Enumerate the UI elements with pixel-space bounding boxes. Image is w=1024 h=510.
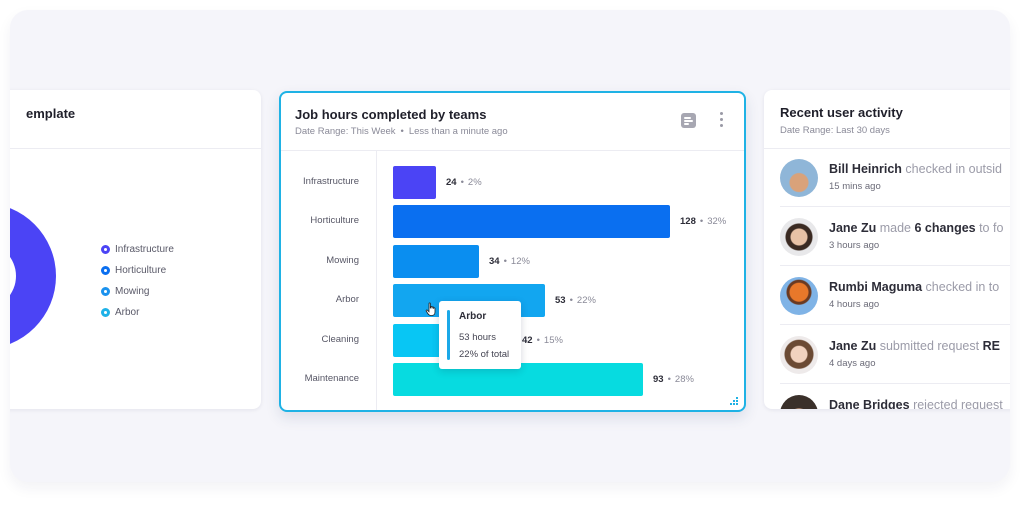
avatar [780,159,818,197]
legend-item[interactable]: Arbor [101,302,174,323]
bar-value: 24 • 2% [446,177,482,188]
legend-item[interactable]: Mowing [101,281,174,302]
avatar [780,277,818,315]
legend-dot-icon [101,266,110,275]
bar-label: Arbor [335,294,359,305]
template-card[interactable]: emplate Infrastructure Horticulture Mowi… [10,90,261,409]
tooltip-share: 22% of total [459,349,510,360]
resize-handle-icon[interactable] [730,397,738,405]
bar-value: 34 • 12% [489,256,530,267]
activity-time: 15 mins ago [829,181,881,192]
bar-value: 42 • 15% [522,335,563,346]
tooltip-accent [447,310,450,360]
legend-label: Mowing [115,286,150,297]
legend-dot-icon [101,308,110,317]
activity-time: 4 days ago [829,358,876,369]
legend-item[interactable]: Infrastructure [101,239,174,260]
bar-value: 93 • 28% [653,374,694,385]
card-header: Job hours completed by teams Date Range:… [281,93,744,151]
bar-value: 128 • 32% [680,216,727,227]
activity-text: Dane Bridges rejected request [829,398,1003,409]
card-title: Recent user activity [780,105,903,120]
card-title: Job hours completed by teams [295,107,487,122]
legend-item[interactable]: Horticulture [101,260,174,281]
tooltip-hours: 53 hours [459,332,496,343]
bar-value: 53 • 22% [555,295,596,306]
card-subtitle: Date Range: This Week • Less than a minute… [295,126,508,137]
bar-row[interactable]: Mowing 34 • 12% [281,245,744,278]
bar-label: Infrastructure [303,176,359,187]
avatar [780,336,818,374]
job-hours-card[interactable]: Job hours completed by teams Date Range:… [279,91,746,412]
donut-chart[interactable] [10,203,56,349]
activity-item[interactable]: Jane Zu submitted request RE 4 days ago [780,326,1010,384]
axis-divider [376,151,377,410]
activity-time: 3 hours ago [829,240,880,251]
bar-row[interactable]: Maintenance 93 • 28% [281,363,744,396]
bar[interactable] [393,205,670,238]
activity-text: Bill Heinrich checked in outsid [829,162,1002,176]
bar-row[interactable]: Infrastructure 24 • 2% [281,166,744,199]
card-header: emplate [10,90,261,149]
bar-label: Mowing [326,255,359,266]
bar[interactable] [393,245,479,278]
legend-dot-icon [101,245,110,254]
more-vertical-icon[interactable] [718,112,724,129]
card-subtitle: Date Range: Last 30 days [780,125,890,136]
bar-label: Maintenance [304,373,359,384]
bar[interactable] [393,166,436,199]
hand-cursor-icon [425,302,436,316]
bar-tooltip: Arbor 53 hours 22% of total [439,301,521,369]
activity-item[interactable]: Jane Zu made 6 changes to fo 3 hours ago [780,208,1010,266]
legend-label: Infrastructure [115,244,174,255]
bar-label: Horticulture [310,215,359,226]
activity-text: Jane Zu made 6 changes to fo [829,221,1004,235]
activity-item[interactable]: Rumbi Maguma checked in to 4 hours ago [780,267,1010,325]
bar-chart-icon[interactable] [681,113,696,128]
activity-time: 4 hours ago [829,299,880,310]
activity-text: Rumbi Maguma checked in to [829,280,1000,294]
donut-hole [10,243,16,309]
legend-dot-icon [101,287,110,296]
bar-row[interactable]: Horticulture 128 • 32% [281,205,744,238]
bar-label: Cleaning [321,334,360,345]
avatar [780,218,818,256]
last-updated: Less than a minute ago [408,126,508,137]
activity-item[interactable]: Dane Bridges rejected request [780,385,1010,409]
legend-label: Arbor [115,307,140,318]
dashboard-canvas: emplate Infrastructure Horticulture Mowi… [10,10,1010,482]
card-header: Recent user activity Date Range: Last 30… [764,90,1010,149]
separator: • [400,126,404,137]
card-title: emplate [26,106,76,121]
activity-text: Jane Zu submitted request RE [829,339,1000,353]
avatar [780,395,818,409]
recent-activity-card[interactable]: Recent user activity Date Range: Last 30… [764,90,1010,409]
activity-item[interactable]: Bill Heinrich checked in outsid 15 mins … [780,149,1010,207]
chart-legend: Infrastructure Horticulture Mowing Arbor [101,239,174,323]
date-range: Date Range: This Week [295,126,396,137]
legend-label: Horticulture [115,265,167,276]
tooltip-title: Arbor [459,311,487,322]
